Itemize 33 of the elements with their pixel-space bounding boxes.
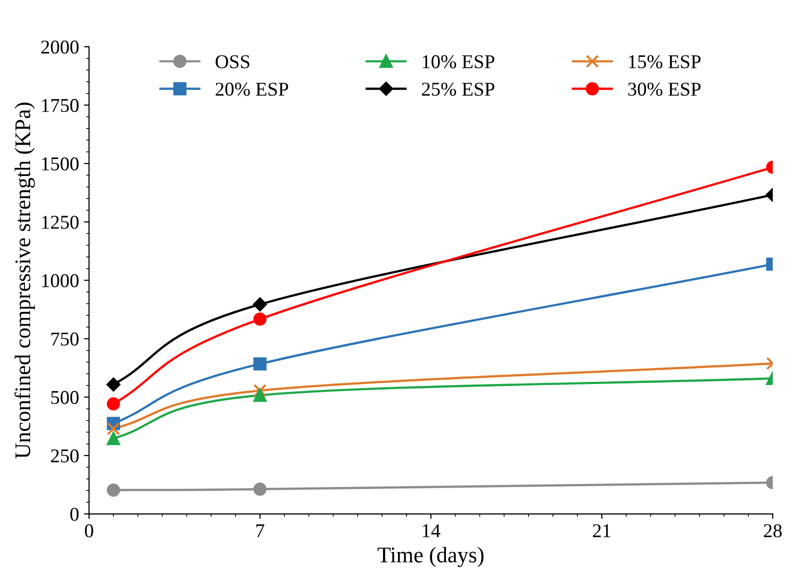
- y-tick-label: 2000: [41, 40, 79, 54]
- legend-label: 15% ESP: [629, 55, 701, 68]
- legend-label: 30% ESP: [628, 82, 701, 96]
- x-tick-label: 28: [764, 524, 782, 538]
- legend-label: 20% ESP: [216, 82, 288, 96]
- y-tick-label: 1500: [42, 157, 79, 170]
- point: [106, 397, 120, 410]
- x-tick-label: 14: [422, 524, 440, 538]
- point: [253, 312, 267, 326]
- y-axis-title: Unconfined compressive strength (KPa): [14, 102, 35, 459]
- point: [253, 384, 267, 398]
- point: [106, 378, 120, 392]
- x-axis-title: Time (days): [378, 546, 484, 568]
- legend-label: 25% ESP: [422, 82, 494, 96]
- x-tick-label: 7: [256, 524, 264, 538]
- point: [253, 482, 267, 496]
- y-tick-label: 1000: [42, 274, 79, 288]
- y-tick-label: 1250: [42, 216, 79, 229]
- y-tick-label: 1750: [42, 98, 79, 112]
- y-tick-label: 0: [70, 508, 79, 521]
- point: [106, 432, 120, 446]
- point: [253, 357, 267, 371]
- legend-label: 10% ESP: [422, 55, 494, 68]
- legend-label: OSS: [216, 55, 250, 68]
- point: [106, 483, 120, 497]
- point: [106, 422, 120, 436]
- point: [253, 388, 267, 402]
- x-tick-label: 0: [84, 524, 94, 538]
- x-tick-label: 21: [592, 524, 610, 538]
- y-tick-label: 500: [51, 390, 79, 404]
- point: [253, 297, 267, 312]
- y-tick-label: 750: [51, 332, 79, 346]
- y-tick-label: 250: [51, 449, 79, 462]
